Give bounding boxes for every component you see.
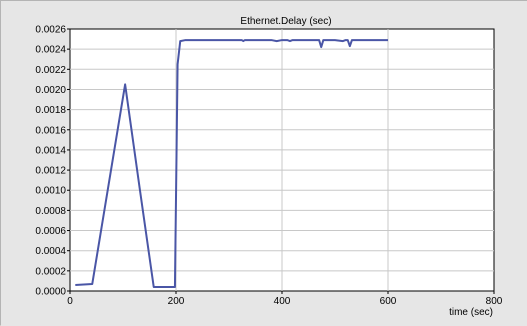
x-tick-labels: 0 200 400 600 800	[67, 291, 503, 307]
x-tick-label: 800	[486, 296, 503, 307]
y-tick-label: 0.0016	[35, 125, 66, 136]
y-tick-label: 0.0014	[35, 145, 66, 156]
x-tick-label: 600	[380, 296, 397, 307]
grid-layer	[70, 29, 494, 291]
y-tick-label: 0.0000	[35, 287, 66, 298]
y-tick-label: 0.0004	[35, 246, 66, 257]
series-line-0	[75, 39, 388, 288]
y-tick-label: 0.0006	[35, 226, 66, 237]
y-tick-label: 0.0018	[35, 105, 66, 116]
y-tick-labels: 0.0000 0.0002 0.0004 0.0006 0.0008 0.0010 0.00…	[35, 25, 70, 298]
x-tick-label: 0	[67, 296, 73, 307]
y-tick-label: 0.0002	[35, 266, 66, 277]
y-tick-label: 0.0012	[35, 166, 66, 177]
y-tick-label: 0.0024	[35, 45, 66, 56]
series-layer	[75, 39, 388, 288]
x-tick-label: 400	[274, 296, 291, 307]
x-tick-label: 200	[168, 296, 185, 307]
y-tick-label: 0.0020	[35, 85, 66, 96]
chart-title: Ethernet.Delay (sec)	[240, 16, 331, 27]
y-tick-label: 0.0022	[35, 65, 66, 76]
y-tick-label: 0.0026	[35, 25, 66, 36]
y-tick-label: 0.0008	[35, 206, 66, 217]
x-axis-label: time (sec)	[449, 307, 493, 318]
y-tick-label: 0.0010	[35, 186, 66, 197]
